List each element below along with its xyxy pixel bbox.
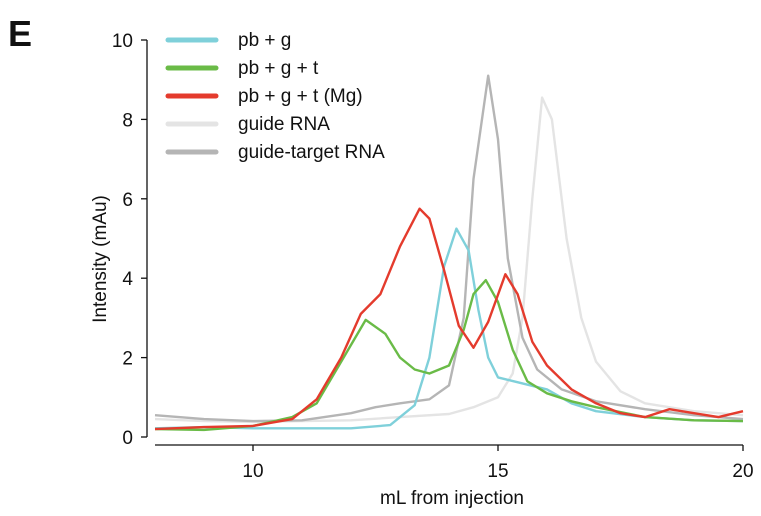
y-tick-label: 10 bbox=[112, 31, 133, 52]
series-group bbox=[154, 74, 744, 432]
legend-label: guide-target RNA bbox=[238, 142, 385, 163]
y-axis-label: Intensity (mAu) bbox=[90, 195, 111, 323]
series-line-guide-rna bbox=[154, 96, 744, 424]
legend-label: guide RNA bbox=[238, 114, 330, 135]
x-tick-label: 15 bbox=[487, 461, 508, 482]
legend-label: pb + g + t bbox=[238, 58, 319, 79]
y-tick-label: 6 bbox=[122, 190, 133, 211]
legend-label: pb + g bbox=[238, 30, 291, 51]
x-axis-label: mL from injection bbox=[380, 488, 524, 509]
x-tick-label: 20 bbox=[732, 461, 753, 482]
axes: 0 2 4 6 8 10 10 15 20 bbox=[112, 31, 754, 482]
y-tick-label: 8 bbox=[122, 110, 133, 131]
panel-label: E bbox=[8, 13, 32, 54]
legend-label: pb + g + t (Mg) bbox=[238, 86, 363, 107]
series-line-pb-g bbox=[154, 227, 744, 430]
y-tick-label: 0 bbox=[122, 428, 133, 449]
y-tick-label: 4 bbox=[122, 269, 133, 290]
legend: pb + g pb + g + t pb + g + t (Mg) guide RNA… bbox=[165, 30, 385, 163]
series-line-pb-g-t-mg- bbox=[154, 207, 744, 431]
x-tick-label: 10 bbox=[242, 461, 263, 482]
y-tick-label: 2 bbox=[122, 349, 133, 370]
series-line-pb-g-t bbox=[154, 279, 744, 432]
